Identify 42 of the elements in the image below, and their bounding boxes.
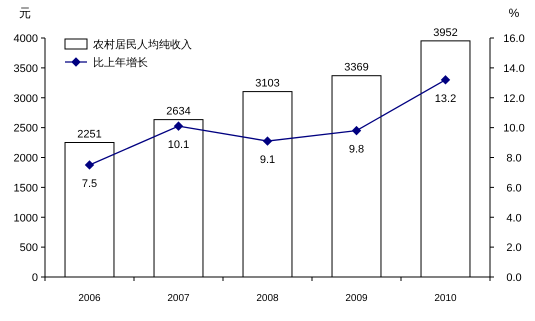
y2-tick-label: 16.0 xyxy=(503,33,525,45)
legend-label: 比上年增长 xyxy=(93,56,148,69)
data-label: 9.1 xyxy=(260,154,276,166)
data-label: 10.1 xyxy=(168,139,190,152)
data-label: 2251 xyxy=(77,128,102,141)
y2-tick-label: 4.0 xyxy=(506,212,522,224)
y-tick-label: 1000 xyxy=(14,212,38,224)
data-label: 13.2 xyxy=(434,92,456,105)
x-tick-label: 2010 xyxy=(434,293,458,304)
y-tick-label: 2500 xyxy=(14,122,38,135)
data-label: 3952 xyxy=(433,26,458,39)
point xyxy=(85,160,94,170)
y2-tick-label: 12.0 xyxy=(503,92,525,105)
x-tick-label: 2009 xyxy=(345,293,368,304)
y-tick-label: 500 xyxy=(20,242,38,254)
y2-tick-label: 2.0 xyxy=(506,242,522,254)
point xyxy=(174,122,183,131)
point xyxy=(263,136,272,146)
y-tick-label: 0 xyxy=(32,272,38,284)
x-tick-label: 2008 xyxy=(256,293,280,304)
data-label: 2634 xyxy=(166,106,191,118)
y-tick-label: 3500 xyxy=(14,62,38,75)
point xyxy=(441,75,450,84)
y2-tick-label: 6.0 xyxy=(506,182,522,194)
y-axis-title: 元 xyxy=(19,6,31,20)
x-tick-label: 2007 xyxy=(167,293,190,304)
data-label: 3369 xyxy=(344,62,369,74)
x-tick-label: 2006 xyxy=(78,293,102,304)
y2-tick-label: 0.0 xyxy=(506,272,522,284)
data-label: 3103 xyxy=(255,78,280,90)
y2-tick-label: 14.0 xyxy=(503,62,525,75)
data-label: 7.5 xyxy=(82,178,98,190)
y-tick-label: 1500 xyxy=(14,182,38,194)
point xyxy=(352,126,361,136)
data-label: 9.8 xyxy=(348,144,364,156)
y2-axis-title: % xyxy=(508,6,520,20)
y2-tick-label: 10.0 xyxy=(503,122,525,135)
legend-label: 农村居民人均纯收入 xyxy=(93,38,192,51)
y-tick-label: 4000 xyxy=(14,33,38,45)
y-tick-label: 3000 xyxy=(14,92,38,105)
y2-tick-label: 8.0 xyxy=(506,152,522,164)
y-tick-label: 2000 xyxy=(14,152,38,164)
